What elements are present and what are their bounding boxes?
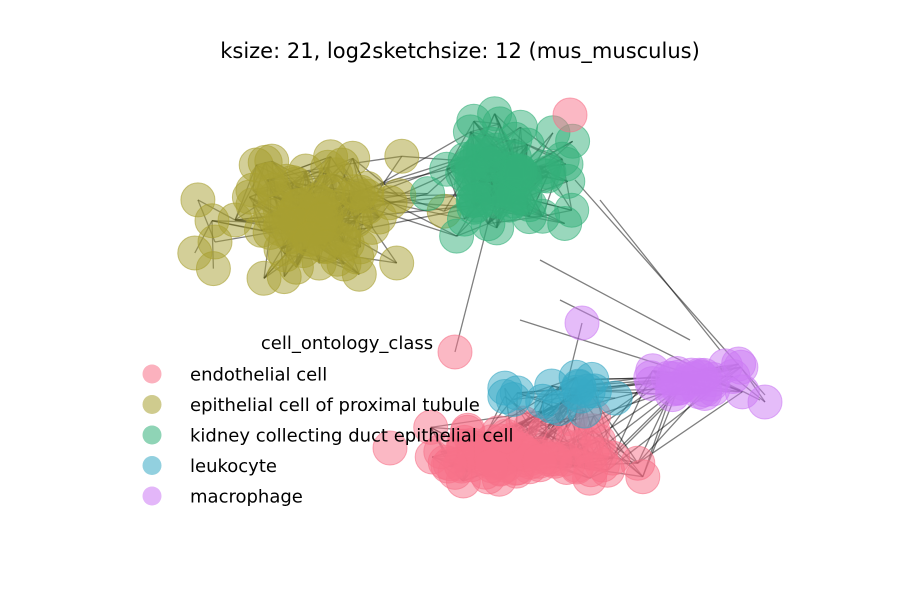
legend-entry: macrophage	[142, 486, 303, 508]
network-node	[474, 126, 510, 162]
legend-entry: epithelial cell of proximal tubule	[142, 395, 480, 416]
network-node	[437, 334, 473, 370]
network-node	[499, 375, 535, 411]
network-node	[502, 154, 538, 190]
network-node	[474, 448, 509, 484]
network-node	[252, 161, 288, 197]
legend-label: macrophage	[190, 487, 303, 508]
network-node	[693, 366, 729, 402]
network-node	[195, 251, 231, 287]
network-node	[747, 384, 783, 420]
legend-marker	[142, 456, 162, 475]
legend-entries: endothelial cell epithelial cell of proxi…	[142, 364, 513, 508]
network-node	[410, 176, 446, 212]
network-node	[278, 249, 314, 285]
legend-title: cell_ontology_class	[261, 333, 433, 354]
network-node	[423, 434, 459, 470]
network-node	[479, 183, 515, 219]
network-node	[384, 138, 420, 174]
legend-marker	[142, 486, 162, 506]
network-node	[307, 229, 343, 265]
legend-marker	[142, 395, 162, 414]
legend-marker	[142, 364, 162, 384]
legend-entry: kidney collecting duct epithelial cell	[142, 425, 513, 447]
network-edge	[454, 223, 489, 353]
network-node	[564, 305, 600, 341]
legend-label: leukocyte	[190, 456, 277, 477]
legend-entry: endothelial cell	[142, 364, 327, 386]
legend-label: kidney collecting duct epithelial cell	[190, 426, 513, 447]
network-node	[194, 203, 230, 239]
network-node	[552, 97, 588, 133]
nodes-layer	[177, 96, 783, 499]
network-node	[625, 459, 661, 495]
network-node	[310, 149, 346, 185]
network-node	[343, 174, 379, 210]
network-node	[521, 443, 557, 479]
chart-title: ksize: 21, log2sketchsize: 12 (mus_muscu…	[220, 39, 700, 64]
network-node	[597, 380, 633, 416]
legend-label: endothelial cell	[190, 365, 327, 386]
network-edge	[539, 259, 691, 341]
network-edge	[599, 199, 721, 351]
network-node	[341, 256, 377, 292]
network-node	[573, 452, 609, 488]
network-node	[379, 245, 415, 281]
network-node	[263, 205, 299, 241]
legend-label: epithelial cell of proximal tubule	[190, 395, 480, 416]
network-edge	[637, 391, 743, 464]
network-node	[547, 206, 583, 241]
network-node	[372, 430, 408, 466]
legend-entry: leukocyte	[142, 456, 277, 477]
legend: cell_ontology_class endothelial cell epit…	[142, 333, 513, 508]
legend-marker	[142, 425, 162, 445]
